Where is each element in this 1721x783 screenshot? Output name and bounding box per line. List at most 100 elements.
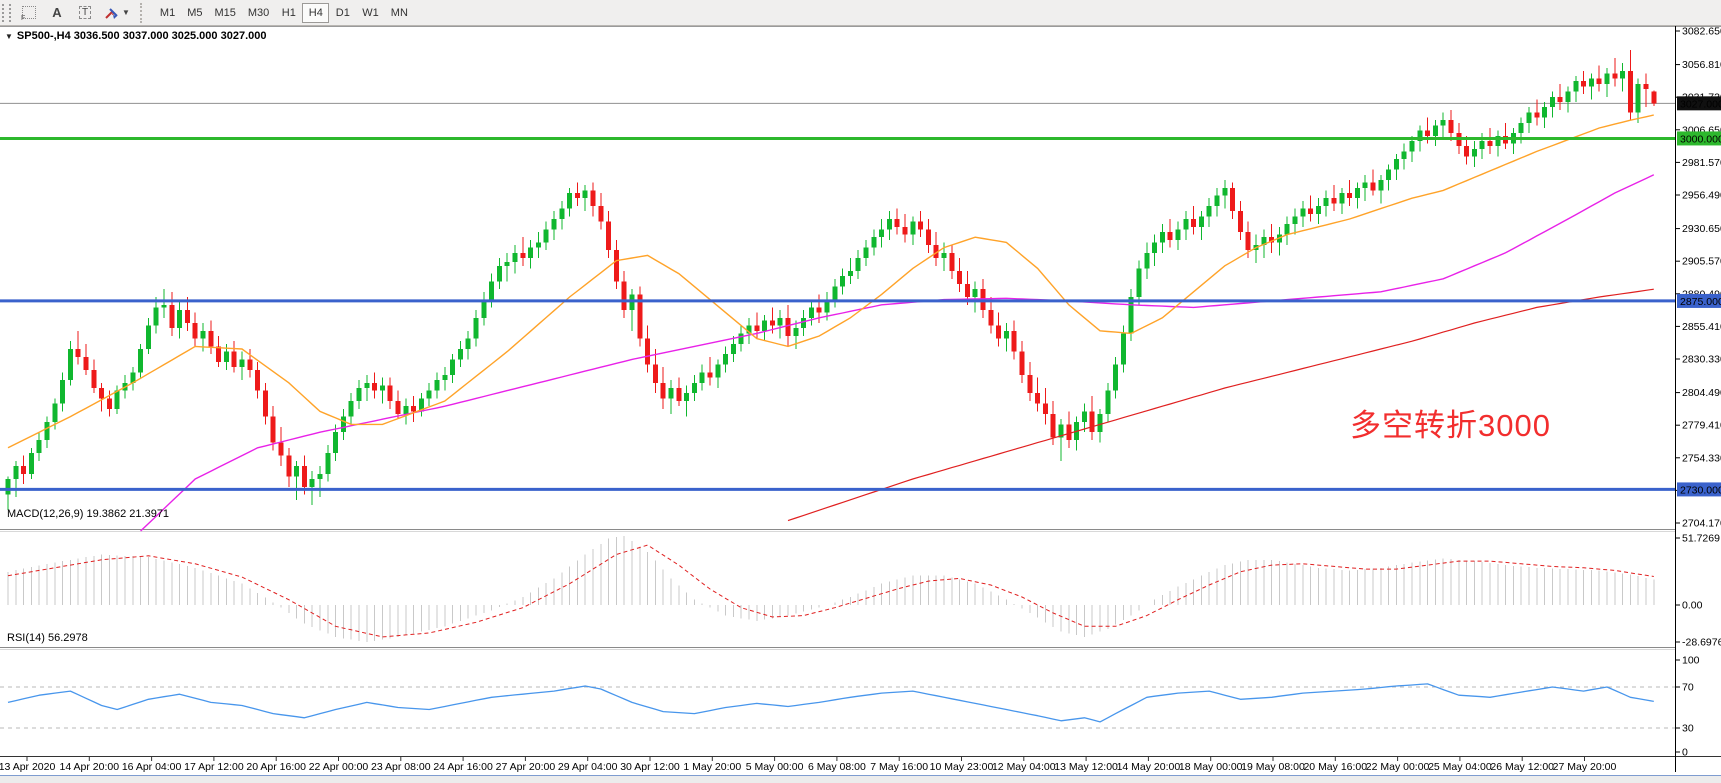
- candle-body[interactable]: [902, 226, 908, 235]
- candle-body[interactable]: [1581, 81, 1587, 87]
- candle-body[interactable]: [114, 390, 120, 409]
- candle-body[interactable]: [933, 245, 939, 258]
- candle-body[interactable]: [5, 479, 11, 495]
- candle-body[interactable]: [691, 382, 697, 394]
- candle-body[interactable]: [1191, 219, 1197, 227]
- candle-body[interactable]: [1011, 330, 1017, 352]
- candle-body[interactable]: [949, 252, 955, 271]
- candle-body[interactable]: [153, 307, 159, 326]
- candle-body[interactable]: [138, 349, 144, 373]
- candle-body[interactable]: [684, 393, 690, 401]
- candle-body[interactable]: [707, 372, 713, 378]
- candle-body[interactable]: [1620, 70, 1626, 79]
- candle-body[interactable]: [1128, 297, 1134, 334]
- candle-body[interactable]: [582, 190, 588, 199]
- candle-body[interactable]: [762, 320, 768, 331]
- candle-body[interactable]: [1035, 393, 1041, 404]
- candle-body[interactable]: [372, 382, 378, 391]
- candle-body[interactable]: [1612, 73, 1618, 79]
- candle-body[interactable]: [1097, 414, 1103, 433]
- candle-body[interactable]: [637, 294, 643, 339]
- candle-body[interactable]: [130, 372, 136, 383]
- candle-body[interactable]: [177, 310, 183, 329]
- candle-body[interactable]: [660, 382, 666, 399]
- candle-body[interactable]: [309, 479, 315, 487]
- candle-body[interactable]: [208, 330, 214, 347]
- candle-body[interactable]: [278, 442, 284, 456]
- candle-body[interactable]: [1339, 193, 1345, 204]
- candle-body[interactable]: [333, 432, 339, 453]
- candle-body[interactable]: [1479, 141, 1485, 149]
- candle-body[interactable]: [262, 390, 268, 417]
- tf-button-D1[interactable]: D1: [329, 3, 356, 23]
- candle-body[interactable]: [325, 453, 331, 474]
- candle-body[interactable]: [528, 247, 534, 258]
- candle-body[interactable]: [941, 252, 947, 258]
- candle-body[interactable]: [1542, 107, 1548, 118]
- candle-body[interactable]: [169, 304, 175, 329]
- candle-body[interactable]: [28, 453, 34, 474]
- candle-body[interactable]: [1198, 216, 1204, 227]
- candle-body[interactable]: [1284, 224, 1290, 235]
- grid-tool-button[interactable]: F: [16, 2, 42, 24]
- candle-body[interactable]: [1167, 232, 1173, 240]
- candle-body[interactable]: [1113, 364, 1119, 391]
- candle-body[interactable]: [1354, 187, 1360, 199]
- candle-body[interactable]: [1331, 198, 1337, 204]
- candle-body[interactable]: [886, 219, 892, 230]
- candle-body[interactable]: [816, 307, 822, 313]
- candle-body[interactable]: [340, 416, 346, 433]
- candle-body[interactable]: [1643, 83, 1649, 89]
- candle-body[interactable]: [239, 359, 245, 368]
- candle-body[interactable]: [606, 221, 612, 251]
- candle-body[interactable]: [301, 466, 307, 487]
- candle-body[interactable]: [754, 325, 760, 331]
- tf-button-MN[interactable]: MN: [385, 3, 414, 23]
- candle-body[interactable]: [855, 258, 861, 271]
- tf-button-W1[interactable]: W1: [356, 3, 385, 23]
- candle-body[interactable]: [574, 193, 580, 199]
- candle-body[interactable]: [1027, 375, 1033, 394]
- candle-body[interactable]: [1487, 141, 1493, 147]
- candle-body[interactable]: [434, 380, 440, 391]
- candle-body[interactable]: [418, 398, 424, 412]
- candle-body[interactable]: [1526, 112, 1532, 123]
- candle-body[interactable]: [894, 219, 900, 227]
- candle-body[interactable]: [411, 406, 417, 412]
- candle-body[interactable]: [785, 317, 791, 336]
- candle-body[interactable]: [543, 229, 549, 243]
- candle-body[interactable]: [504, 261, 510, 266]
- candle-body[interactable]: [840, 276, 846, 287]
- candle-body[interactable]: [808, 307, 814, 318]
- candle-body[interactable]: [535, 242, 541, 248]
- candle-body[interactable]: [1448, 120, 1454, 134]
- candle-body[interactable]: [1495, 135, 1501, 147]
- candle-body[interactable]: [83, 356, 89, 370]
- candle-body[interactable]: [1627, 70, 1633, 113]
- candle-body[interactable]: [1003, 330, 1009, 339]
- candle-body[interactable]: [489, 281, 495, 300]
- candle-body[interactable]: [106, 398, 112, 409]
- candle-body[interactable]: [1464, 146, 1470, 157]
- candle-body[interactable]: [1183, 219, 1189, 230]
- toolbar-drag-handle[interactable]: [2, 3, 11, 22]
- candle-body[interactable]: [473, 317, 479, 339]
- candle-body[interactable]: [184, 310, 190, 323]
- candle-body[interactable]: [1635, 83, 1641, 113]
- candle-body[interactable]: [738, 333, 744, 344]
- candle-body[interactable]: [1518, 122, 1524, 134]
- candle-body[interactable]: [723, 354, 729, 365]
- candle-body[interactable]: [793, 328, 799, 336]
- candle-body[interactable]: [590, 190, 596, 206]
- candle-body[interactable]: [1549, 96, 1555, 108]
- text-tool-button[interactable]: A: [44, 2, 70, 24]
- candle-body[interactable]: [36, 440, 42, 453]
- tf-button-H1[interactable]: H1: [275, 3, 302, 23]
- candle-body[interactable]: [1081, 411, 1087, 422]
- candle-body[interactable]: [223, 351, 229, 362]
- candle-body[interactable]: [1058, 424, 1064, 438]
- candle-body[interactable]: [1432, 125, 1438, 136]
- candle-body[interactable]: [145, 325, 151, 349]
- candle-body[interactable]: [1573, 81, 1579, 92]
- tf-button-M30[interactable]: M30: [242, 3, 275, 23]
